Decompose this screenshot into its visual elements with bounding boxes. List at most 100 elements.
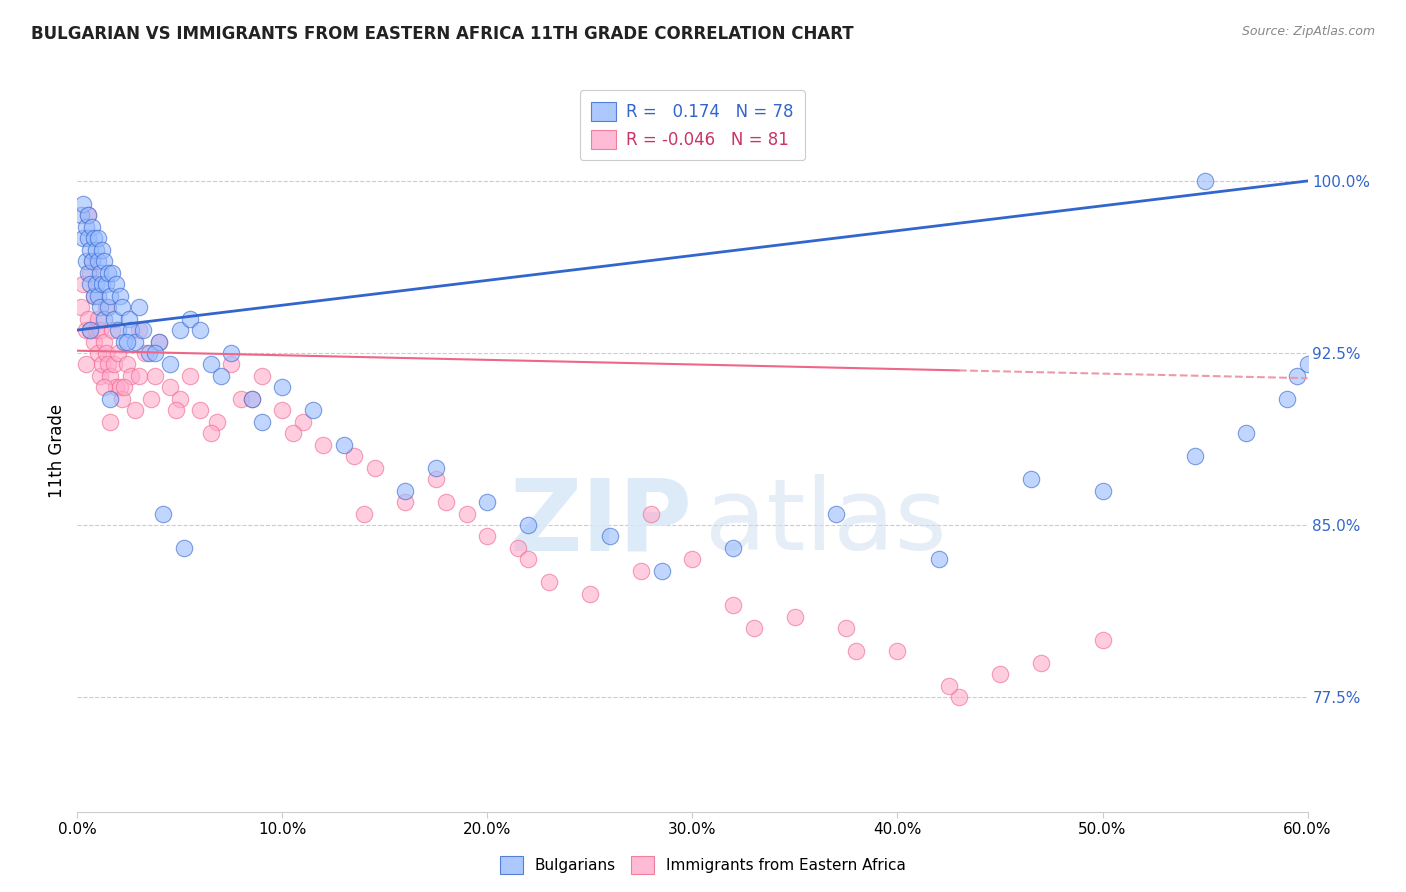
Point xyxy=(124,334,146,349)
Point xyxy=(75,358,97,372)
Point xyxy=(87,231,110,245)
Point xyxy=(333,438,356,452)
Point xyxy=(1091,483,1114,498)
Point xyxy=(988,667,1011,681)
Point xyxy=(110,380,132,394)
Point xyxy=(1275,392,1298,406)
Point xyxy=(79,323,101,337)
Point xyxy=(83,288,105,302)
Point xyxy=(105,277,128,292)
Point xyxy=(302,403,325,417)
Point xyxy=(80,219,103,234)
Point xyxy=(87,288,110,302)
Point xyxy=(87,346,110,360)
Point xyxy=(114,334,136,349)
Point xyxy=(97,358,120,372)
Point xyxy=(72,197,94,211)
Point xyxy=(948,690,970,704)
Point xyxy=(97,300,120,314)
Point xyxy=(97,266,120,280)
Point xyxy=(630,564,652,578)
Point xyxy=(1184,449,1206,463)
Point xyxy=(1234,426,1257,441)
Point xyxy=(98,415,121,429)
Point xyxy=(240,392,263,406)
Point xyxy=(87,254,110,268)
Point xyxy=(363,460,385,475)
Point xyxy=(76,266,98,280)
Point xyxy=(579,587,602,601)
Point xyxy=(110,288,132,302)
Point xyxy=(90,358,114,372)
Point xyxy=(436,495,458,509)
Point xyxy=(148,334,170,349)
Point xyxy=(886,644,908,658)
Point xyxy=(93,311,115,326)
Point xyxy=(169,392,191,406)
Point xyxy=(98,392,121,406)
Point xyxy=(90,277,114,292)
Point xyxy=(107,346,129,360)
Point xyxy=(835,621,858,635)
Point xyxy=(79,277,101,292)
Point xyxy=(83,231,105,245)
Point xyxy=(425,460,447,475)
Point xyxy=(128,300,150,314)
Point xyxy=(84,277,107,292)
Point xyxy=(117,311,139,326)
Point xyxy=(87,311,110,326)
Point xyxy=(72,231,94,245)
Point xyxy=(723,541,745,555)
Point xyxy=(128,368,150,383)
Point xyxy=(120,368,142,383)
Point xyxy=(84,323,107,337)
Point xyxy=(76,231,98,245)
Point xyxy=(89,300,111,314)
Point xyxy=(105,380,128,394)
Point xyxy=(1029,656,1052,670)
Point xyxy=(128,323,150,337)
Y-axis label: 11th Grade: 11th Grade xyxy=(48,403,66,498)
Point xyxy=(134,346,156,360)
Point xyxy=(143,346,166,360)
Point xyxy=(107,323,129,337)
Point xyxy=(76,208,98,222)
Point xyxy=(517,552,540,566)
Legend: R =   0.174   N = 78, R = -0.046   N = 81: R = 0.174 N = 78, R = -0.046 N = 81 xyxy=(579,90,806,161)
Text: atlas: atlas xyxy=(704,475,946,571)
Point xyxy=(76,208,98,222)
Point xyxy=(159,358,181,372)
Point xyxy=(1286,368,1309,383)
Point xyxy=(80,254,103,268)
Point xyxy=(79,323,101,337)
Legend: Bulgarians, Immigrants from Eastern Africa: Bulgarians, Immigrants from Eastern Afri… xyxy=(494,850,912,880)
Point xyxy=(84,243,107,257)
Text: ZIP: ZIP xyxy=(509,475,693,571)
Point xyxy=(70,208,93,222)
Text: Source: ZipAtlas.com: Source: ZipAtlas.com xyxy=(1241,25,1375,38)
Point xyxy=(291,415,314,429)
Point xyxy=(173,541,195,555)
Point xyxy=(1019,472,1042,486)
Point xyxy=(271,403,294,417)
Point xyxy=(537,575,560,590)
Point xyxy=(219,358,242,372)
Point xyxy=(79,266,101,280)
Point xyxy=(200,426,222,441)
Point xyxy=(425,472,447,486)
Point xyxy=(845,644,868,658)
Point xyxy=(651,564,673,578)
Point xyxy=(599,529,621,543)
Point xyxy=(138,346,160,360)
Point xyxy=(72,277,94,292)
Point xyxy=(682,552,704,566)
Point xyxy=(928,552,950,566)
Point xyxy=(640,507,662,521)
Point xyxy=(101,266,124,280)
Point xyxy=(200,358,222,372)
Text: BULGARIAN VS IMMIGRANTS FROM EASTERN AFRICA 11TH GRADE CORRELATION CHART: BULGARIAN VS IMMIGRANTS FROM EASTERN AFR… xyxy=(31,25,853,43)
Point xyxy=(132,323,155,337)
Point xyxy=(353,507,375,521)
Point xyxy=(70,300,93,314)
Point xyxy=(165,403,187,417)
